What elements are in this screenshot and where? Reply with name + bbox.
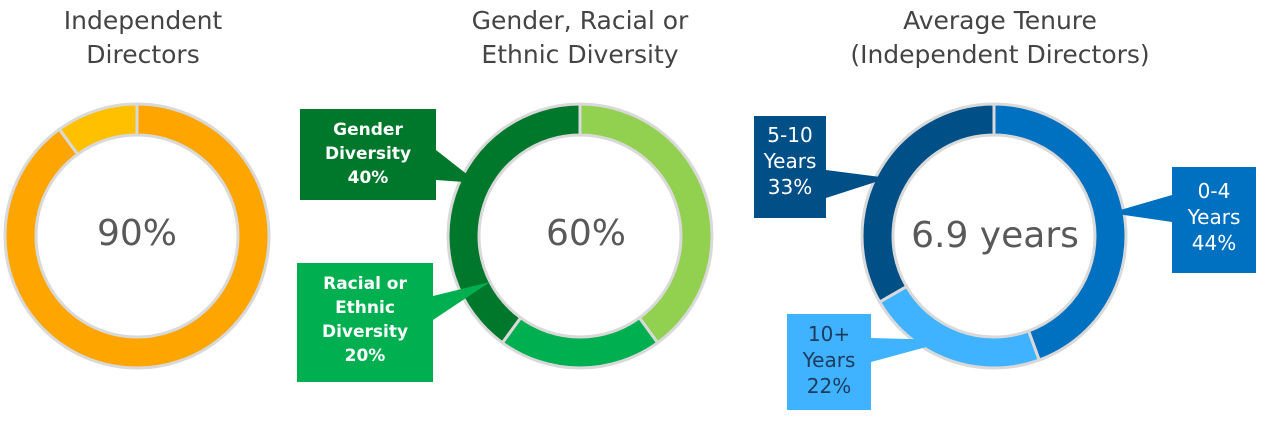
title-line: Gender, Racial or <box>471 6 689 35</box>
callout-line: Years <box>1187 205 1241 229</box>
callout-line: Diversity <box>321 322 409 342</box>
callout-pointer <box>1110 195 1172 222</box>
tenure-center-label: 6.9 years <box>911 215 1079 256</box>
tenure-donut <box>860 102 1128 370</box>
callout-line: 0-4 <box>1197 179 1231 203</box>
callout-line: Ethnic <box>335 298 395 318</box>
title-line: Ethnic Diversity <box>481 40 679 69</box>
callout-line: Diversity <box>324 144 412 164</box>
donut-slice <box>992 102 1128 362</box>
gender-diversity-callout-label: Gender Diversity 40% <box>300 118 436 190</box>
callout-line: Racial or <box>323 274 407 294</box>
tenure-title: Average Tenure (Independent Directors) <box>840 4 1160 72</box>
callout-line: 33% <box>767 175 813 199</box>
independent-directors-title: Independent Directors <box>28 4 258 72</box>
donut-slice <box>57 102 139 157</box>
callout-box <box>300 109 436 200</box>
five-to-ten-years-callout-label: 5-10 Years 33% <box>754 122 826 200</box>
callout-box <box>1172 167 1256 273</box>
callout-line: 20% <box>344 346 386 366</box>
diversity-donut <box>446 102 714 370</box>
zero-to-four-years-callout-label: 0-4 Years 44% <box>1172 178 1256 256</box>
callout-pointer <box>871 338 952 362</box>
callout-box <box>297 263 433 382</box>
diversity-center-label: 60% <box>545 213 626 254</box>
donut-slice <box>860 102 996 305</box>
callout-line: Years <box>763 149 817 173</box>
diversity-title: Gender, Racial or Ethnic Diversity <box>430 4 730 72</box>
donut-slice <box>3 102 271 370</box>
independent-directors-donut <box>3 102 271 370</box>
title-line: Independent <box>63 6 223 35</box>
callout-pointer <box>826 170 888 198</box>
title-line: Directors <box>86 40 200 69</box>
callout-box <box>754 116 826 218</box>
callout-shapes <box>297 109 1256 410</box>
callout-line: 5-10 <box>767 123 813 147</box>
donut-slice <box>877 284 1042 370</box>
callout-line: 10+ <box>807 322 851 346</box>
callout-pointer <box>436 150 478 183</box>
callout-line: 22% <box>806 374 852 398</box>
callout-line: Years <box>802 348 856 372</box>
independent-directors-center-label: 90% <box>96 213 177 254</box>
callout-line: 44% <box>1191 231 1237 255</box>
callout-pointer <box>433 282 490 320</box>
donut-slice <box>446 102 582 345</box>
callout-box <box>787 314 871 410</box>
title-line: (Independent Directors) <box>850 40 1150 69</box>
donut-slice <box>500 315 660 370</box>
ten-plus-years-callout-label: 10+ Years 22% <box>787 321 871 399</box>
callout-line: 40% <box>347 168 389 188</box>
title-line: Average Tenure <box>903 6 1097 35</box>
callout-line: Gender <box>333 120 403 140</box>
racial-ethnic-diversity-callout-label: Racial or Ethnic Diversity 20% <box>297 272 433 368</box>
